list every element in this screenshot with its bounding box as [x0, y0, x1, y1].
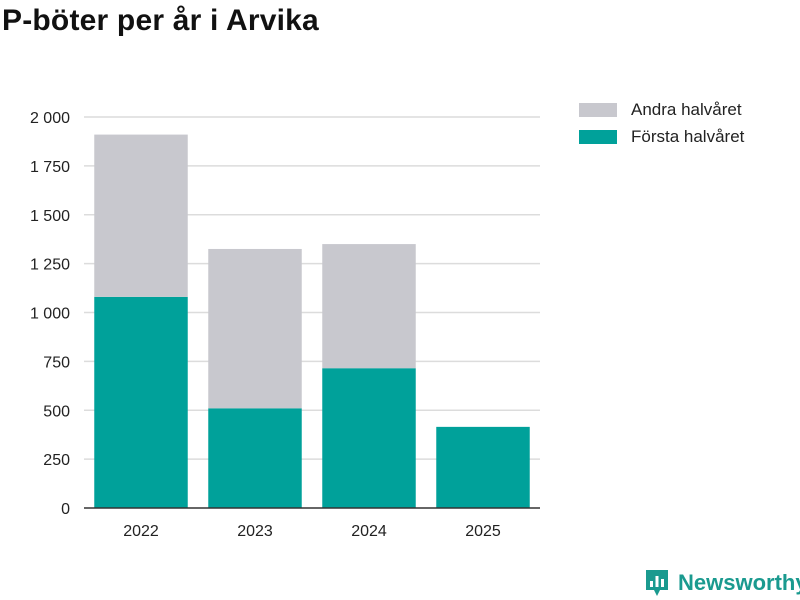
y-tick-label: 1 750 [30, 159, 70, 176]
y-tick-label: 0 [61, 501, 70, 518]
bar-forsta-2025 [436, 426, 530, 508]
brand-logo: Newsworthy [644, 568, 800, 598]
x-tick-label: 2024 [351, 523, 387, 540]
brand-name: Newsworthy [678, 570, 800, 595]
bar-forsta-2022 [94, 296, 188, 508]
legend-item-forsta[interactable]: Första halvåret [579, 123, 744, 150]
bar-andra-2022 [94, 134, 188, 297]
y-tick-label: 250 [43, 452, 70, 469]
legend-swatch [579, 102, 617, 117]
legend-label: Första halvåret [631, 126, 745, 146]
bar-forsta-2023 [208, 408, 302, 508]
x-tick-label: 2023 [237, 523, 273, 540]
bar-forsta-2024 [322, 368, 416, 508]
y-tick-label: 2 000 [30, 110, 70, 127]
x-tick-label: 2025 [465, 523, 501, 540]
y-tick-label: 1 500 [30, 208, 70, 225]
bar-andra-2024 [322, 244, 416, 369]
legend-item-andra[interactable]: Andra halvåret [579, 96, 744, 123]
y-tick-label: 1 250 [30, 257, 70, 274]
legend-label: Andra halvåret [631, 99, 742, 119]
y-tick-label: 500 [43, 403, 70, 420]
chart-title: P-böter per år i Arvika [2, 4, 319, 37]
y-tick-label: 750 [43, 354, 70, 371]
x-tick-label: 2022 [123, 523, 159, 540]
legend: Andra halvåret Första halvåret [579, 96, 744, 150]
bar-andra-2023 [208, 248, 302, 409]
legend-swatch [579, 129, 617, 144]
newsworthy-chart-icon [646, 570, 668, 596]
y-tick-label: 1 000 [30, 306, 70, 323]
